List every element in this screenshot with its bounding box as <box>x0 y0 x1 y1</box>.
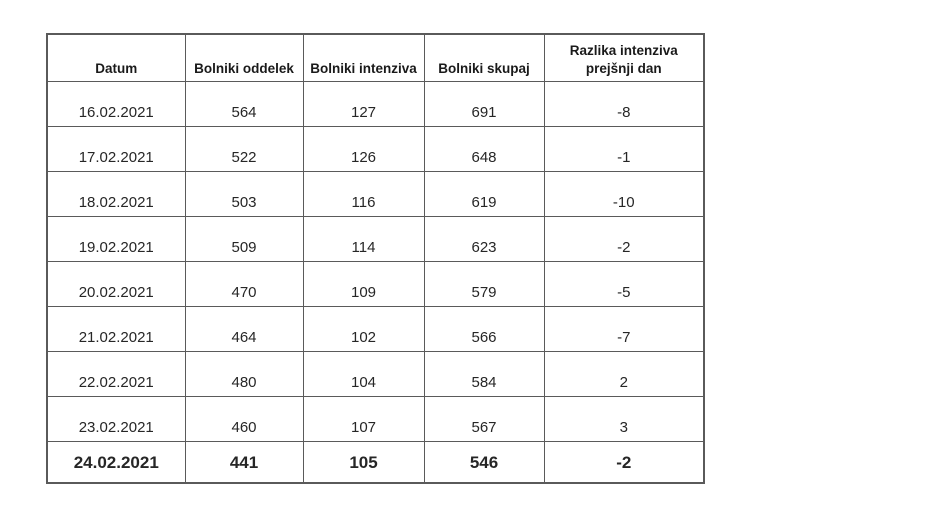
razlika-cell: -5 <box>543 260 705 307</box>
oddelek-cell: 509 <box>184 215 304 262</box>
intenziva-cell: 114 <box>302 215 425 262</box>
datum-cell: 23.02.2021 <box>46 395 186 442</box>
table-row: 20.02.2021 470 109 579 -5 <box>46 260 705 307</box>
intenziva-cell: 104 <box>302 350 425 397</box>
oddelek-cell: 564 <box>184 80 304 127</box>
razlika-cell: -10 <box>543 170 705 217</box>
oddelek-cell: 441 <box>184 440 304 484</box>
datum-cell: 20.02.2021 <box>46 260 186 307</box>
intenziva-cell: 107 <box>302 395 425 442</box>
razlika-cell: 3 <box>543 395 705 442</box>
table-row: 22.02.2021 480 104 584 2 <box>46 350 705 397</box>
oddelek-cell: 470 <box>184 260 304 307</box>
razlika-cell: -2 <box>543 215 705 262</box>
header-datum: Datum <box>46 33 186 82</box>
header-oddelek: Bolniki oddelek <box>184 33 304 82</box>
table-row: 19.02.2021 509 114 623 -2 <box>46 215 705 262</box>
skupaj-cell: 691 <box>423 80 545 127</box>
intenziva-cell: 109 <box>302 260 425 307</box>
razlika-cell: -1 <box>543 125 705 172</box>
table-row: 21.02.2021 464 102 566 -7 <box>46 305 705 352</box>
intenziva-cell: 102 <box>302 305 425 352</box>
intenziva-cell: 105 <box>302 440 425 484</box>
skupaj-cell: 623 <box>423 215 545 262</box>
skupaj-cell: 584 <box>423 350 545 397</box>
table-row: 17.02.2021 522 126 648 -1 <box>46 125 705 172</box>
oddelek-cell: 522 <box>184 125 304 172</box>
oddelek-cell: 480 <box>184 350 304 397</box>
header-row: Datum Bolniki oddelek Bolniki intenziva … <box>46 33 705 82</box>
skupaj-cell: 648 <box>423 125 545 172</box>
skupaj-cell: 566 <box>423 305 545 352</box>
datum-cell: 16.02.2021 <box>46 80 186 127</box>
razlika-cell: 2 <box>543 350 705 397</box>
oddelek-cell: 503 <box>184 170 304 217</box>
datum-cell: 24.02.2021 <box>46 440 186 484</box>
datum-cell: 18.02.2021 <box>46 170 186 217</box>
datum-cell: 22.02.2021 <box>46 350 186 397</box>
datum-cell: 21.02.2021 <box>46 305 186 352</box>
intenziva-cell: 126 <box>302 125 425 172</box>
table-row: 23.02.2021 460 107 567 3 <box>46 395 705 442</box>
intenziva-cell: 116 <box>302 170 425 217</box>
table-row: 16.02.2021 564 127 691 -8 <box>46 80 705 127</box>
header-razlika: Razlika intenziva prejšnji dan <box>543 33 705 82</box>
skupaj-cell: 579 <box>423 260 545 307</box>
razlika-cell: -7 <box>543 305 705 352</box>
skupaj-cell: 567 <box>423 395 545 442</box>
table-body: 16.02.2021 564 127 691 -8 17.02.2021 522 126 648… <box>46 80 705 484</box>
skupaj-cell: 546 <box>423 440 545 484</box>
table-row: 18.02.2021 503 116 619 -10 <box>46 170 705 217</box>
table-row: 24.02.2021 441 105 546 -2 <box>46 440 705 484</box>
header-skupaj: Bolniki skupaj <box>423 33 545 82</box>
header-intenziva: Bolniki intenziva <box>302 33 425 82</box>
datum-cell: 17.02.2021 <box>46 125 186 172</box>
intenziva-cell: 127 <box>302 80 425 127</box>
skupaj-cell: 619 <box>423 170 545 217</box>
datum-cell: 19.02.2021 <box>46 215 186 262</box>
oddelek-cell: 460 <box>184 395 304 442</box>
razlika-cell: -2 <box>543 440 705 484</box>
razlika-cell: -8 <box>543 80 705 127</box>
table-header: Datum Bolniki oddelek Bolniki intenziva … <box>46 33 705 82</box>
oddelek-cell: 464 <box>184 305 304 352</box>
patients-table: Datum Bolniki oddelek Bolniki intenziva … <box>46 33 705 484</box>
